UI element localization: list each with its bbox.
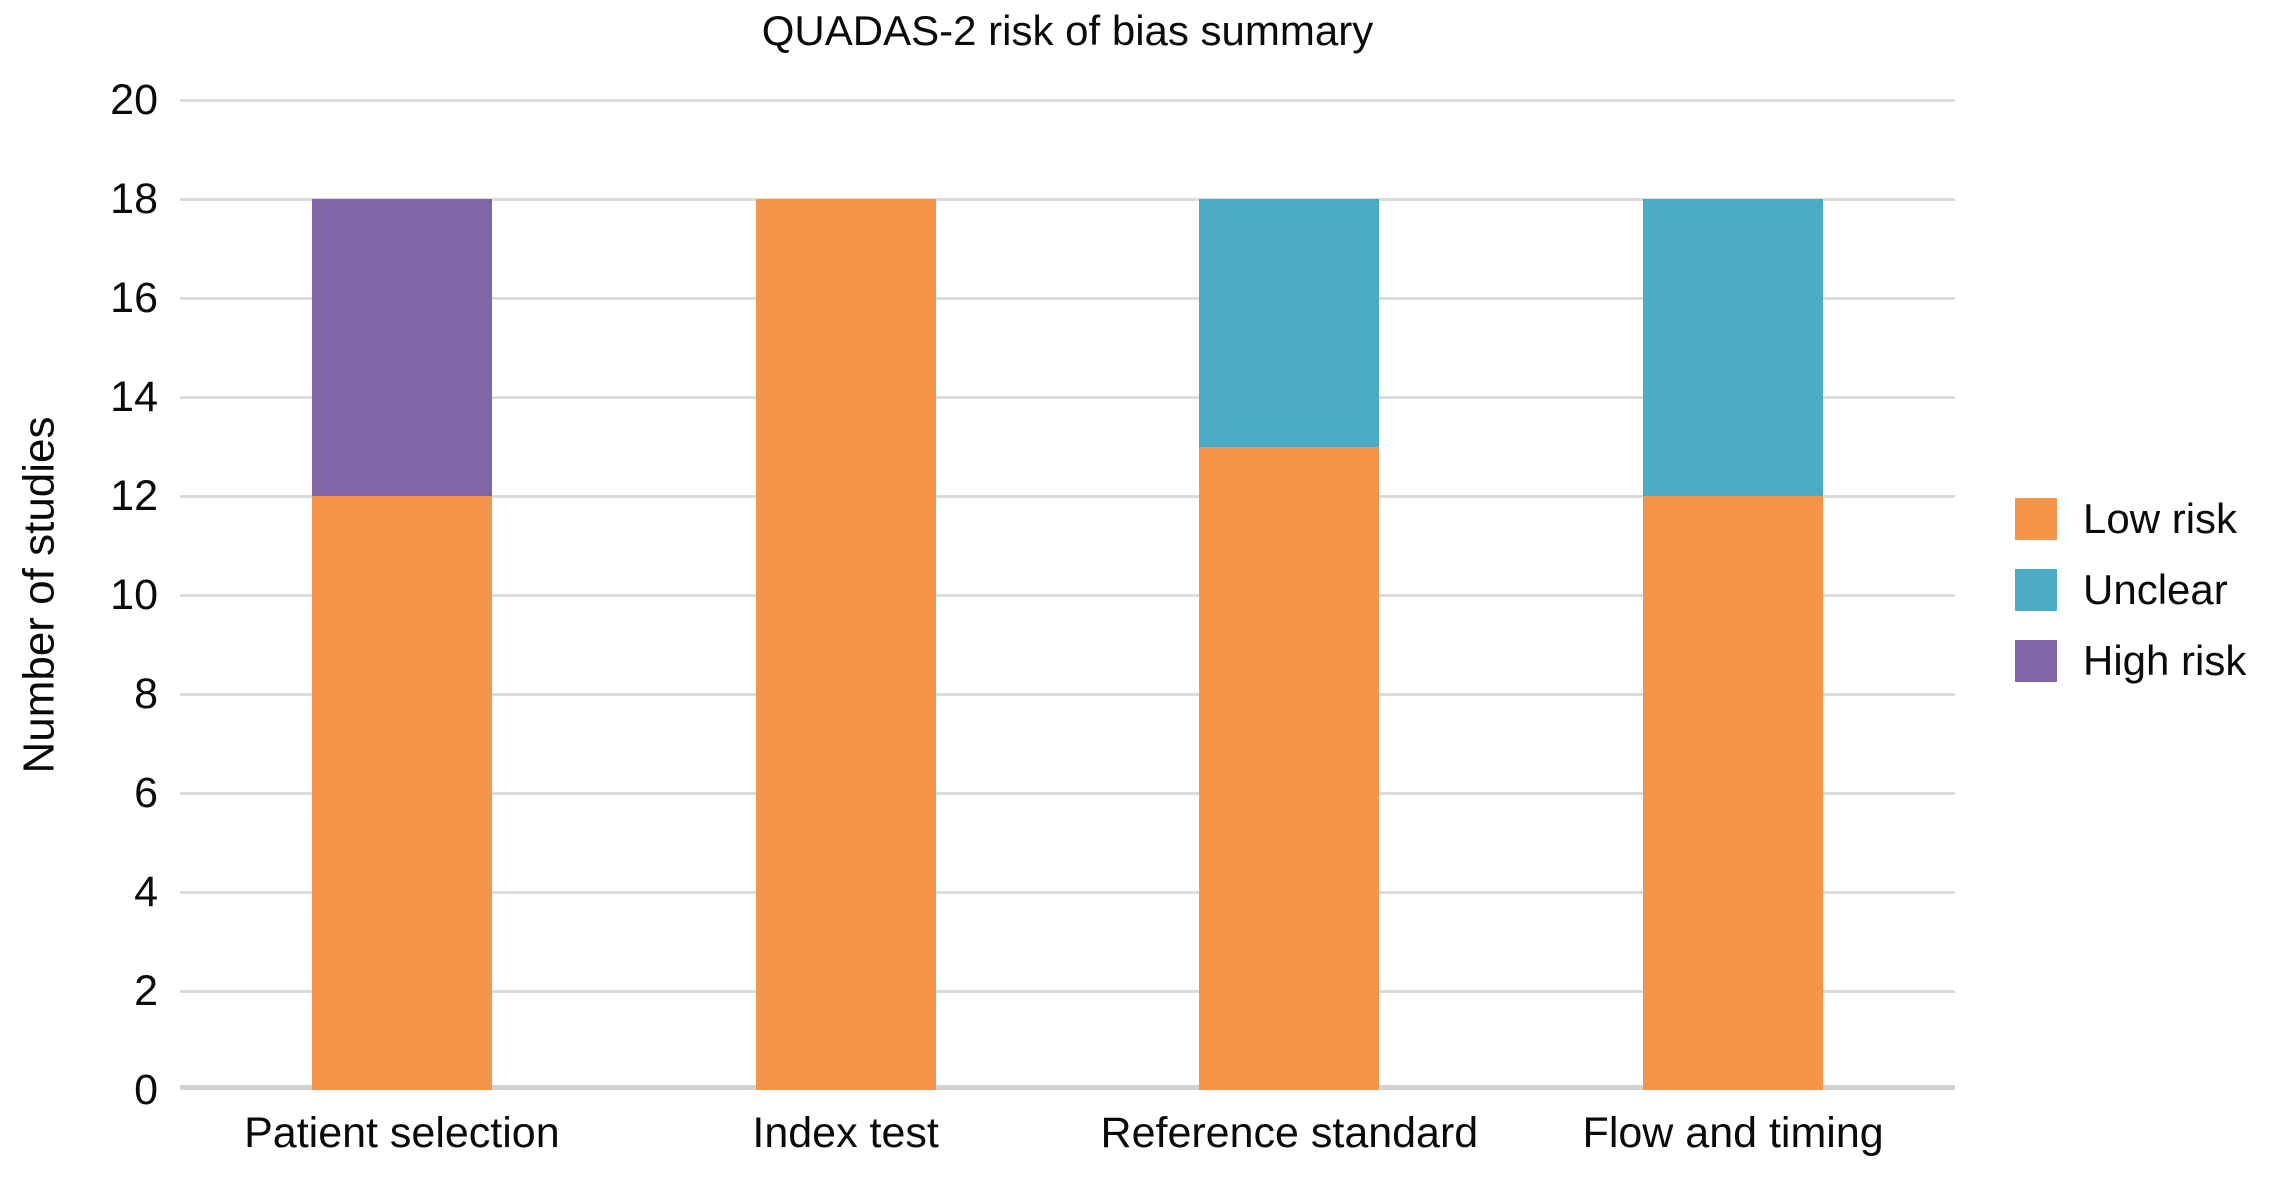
bar-reference-standard bbox=[1199, 199, 1380, 1090]
y-tick-label: 0 bbox=[134, 1066, 158, 1114]
bar-segment-low-risk bbox=[311, 496, 492, 1090]
y-tick-label: 8 bbox=[134, 670, 158, 718]
legend: Low risk Unclear High risk bbox=[2015, 497, 2246, 683]
gridline bbox=[180, 296, 1955, 300]
y-tick-label: 4 bbox=[134, 868, 158, 916]
bar-flow-and-timing bbox=[1643, 199, 1824, 1090]
x-axis-label: Index test bbox=[752, 1109, 939, 1157]
bar-index-test bbox=[755, 199, 936, 1090]
legend-swatch-icon bbox=[2015, 640, 2057, 682]
legend-label: High risk bbox=[2083, 637, 2247, 684]
bar-segment-low-risk bbox=[1643, 496, 1824, 1090]
legend-item-low-risk: Low risk bbox=[2015, 497, 2246, 541]
gridline bbox=[180, 395, 1955, 399]
y-tick-label: 6 bbox=[134, 769, 158, 817]
legend-item-unclear: Unclear bbox=[2015, 568, 2246, 612]
gridline bbox=[180, 791, 1955, 795]
y-tick-label: 18 bbox=[110, 175, 158, 223]
gridline bbox=[180, 692, 1955, 696]
bar-segment-high-risk bbox=[311, 199, 492, 496]
x-axis-label: Reference standard bbox=[1100, 1109, 1479, 1157]
bar-patient-selection bbox=[311, 199, 492, 1090]
y-tick-label: 14 bbox=[110, 373, 158, 421]
legend-swatch-icon bbox=[2015, 569, 2057, 611]
y-tick-label: 20 bbox=[110, 76, 158, 124]
legend-label: Low risk bbox=[2083, 495, 2238, 542]
y-tick-label: 12 bbox=[110, 472, 158, 520]
x-axis-line bbox=[180, 1085, 1955, 1090]
legend-label: Unclear bbox=[2083, 566, 2228, 613]
y-tick-label: 10 bbox=[110, 571, 158, 619]
gridline bbox=[180, 98, 1955, 102]
bar-segment-unclear bbox=[1199, 199, 1380, 447]
plot-area bbox=[180, 98, 1955, 1090]
y-tick-label: 16 bbox=[110, 274, 158, 322]
legend-swatch-icon bbox=[2015, 498, 2057, 540]
bar-segment-low-risk bbox=[755, 199, 936, 1090]
bar-segment-unclear bbox=[1643, 199, 1824, 496]
legend-item-high-risk: High risk bbox=[2015, 639, 2246, 683]
x-axis-label: Flow and timing bbox=[1582, 1109, 1884, 1157]
chart-title: QUADAS-2 risk of bias summary bbox=[761, 7, 1374, 54]
gridline bbox=[180, 593, 1955, 597]
gridline bbox=[180, 890, 1955, 894]
y-tick-label: 2 bbox=[134, 967, 158, 1015]
gridline bbox=[180, 197, 1955, 201]
gridline bbox=[180, 494, 1955, 498]
x-axis-label: Patient selection bbox=[244, 1109, 560, 1157]
gridline bbox=[180, 989, 1955, 993]
bar-segment-low-risk bbox=[1199, 446, 1380, 1090]
